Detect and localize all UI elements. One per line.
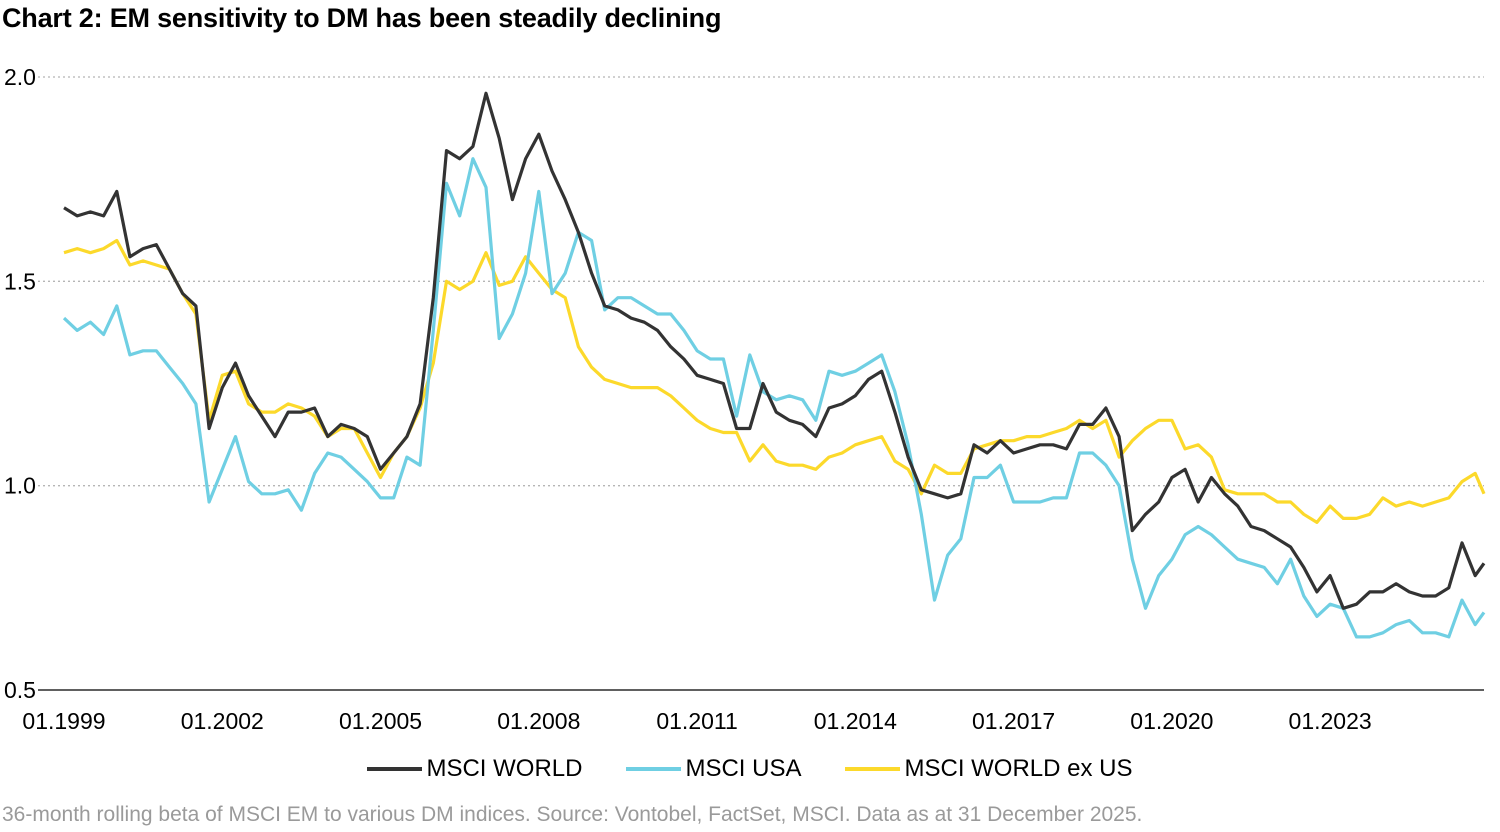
legend-swatch	[626, 767, 682, 771]
x-tick-label: 01.2023	[1289, 708, 1372, 734]
legend-item-msci-world-ex-us: MSCI WORLD ex US	[845, 755, 1133, 783]
legend-swatch	[367, 767, 423, 771]
gridlines	[38, 76, 1484, 691]
legend-label: MSCI WORLD	[426, 755, 583, 782]
x-tick-label: 01.2008	[497, 708, 580, 734]
x-tick-label: 01.2002	[181, 708, 264, 734]
source-note: 36-month rolling beta of MSCI EM to vari…	[2, 803, 1143, 826]
y-tick-label: 1.5	[4, 268, 36, 294]
y-axis-ticks: 0.5 1.0 1.5 2.0	[4, 64, 36, 703]
x-tick-label: 01.2011	[656, 708, 737, 734]
legend-label: MSCI USA	[685, 755, 802, 782]
chart-title: Chart 2: EM sensitivity to DM has been s…	[2, 3, 722, 33]
legend-swatch	[845, 767, 901, 771]
series-line-msci-usa	[62, 157, 1486, 639]
y-tick-label: 0.5	[4, 677, 36, 703]
series-line-msci-world-ex-us	[63, 238, 1486, 524]
y-tick-label: 2.0	[4, 64, 36, 90]
legend-label: MSCI WORLD ex US	[904, 755, 1133, 782]
x-tick-label: 01.1999	[22, 708, 105, 734]
y-tick-label: 1.0	[4, 473, 36, 499]
line-chart: 0.5 1.0 1.5 2.0 01.1999 01.2002 01.2005 01.200…	[4, 64, 1486, 734]
legend-item-msci-world: MSCI WORLD	[367, 755, 582, 783]
x-tick-label: 01.2005	[339, 708, 422, 734]
x-tick-label: 01.2017	[972, 708, 1055, 734]
x-tick-label: 01.2020	[1130, 708, 1213, 734]
series-lines	[62, 91, 1486, 639]
x-axis-ticks: 01.1999 01.2002 01.2005 01.2008 01.2011 01.20…	[22, 708, 1371, 734]
x-tick-label: 01.2014	[814, 708, 897, 734]
series-line-msci-world	[63, 91, 1486, 610]
legend-item-msci-usa: MSCI USA	[626, 755, 801, 783]
legend: MSCI WORLD MSCI USA MSCI WORLD ex US	[0, 755, 1500, 783]
